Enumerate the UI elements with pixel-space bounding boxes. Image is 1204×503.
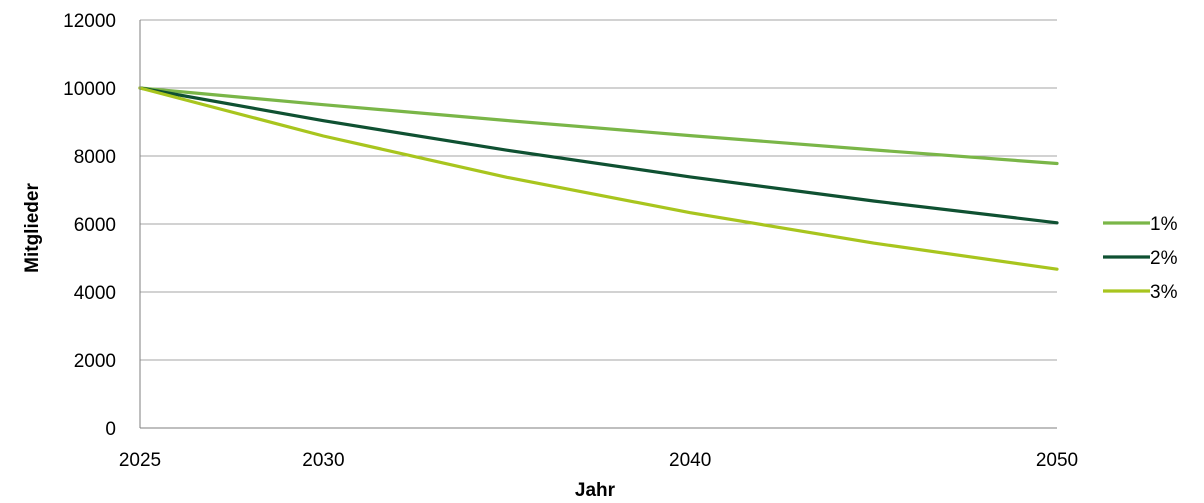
gridlines (140, 19, 1057, 361)
x-tick-labels: 2025 2030 2040 2050 (119, 450, 1078, 471)
y-tick-label: 4000 (74, 283, 116, 304)
x-tick-label: 2050 (1036, 450, 1078, 471)
series-line (138, 86, 1059, 166)
legend-label: 2% (1150, 248, 1178, 269)
y-tick-label: 6000 (74, 215, 116, 236)
legend-item: 1% (1103, 214, 1178, 235)
series-line (138, 86, 1059, 271)
y-tick-label: 10000 (63, 79, 116, 100)
series-lines (138, 86, 1059, 271)
series-line (138, 86, 1059, 225)
y-tick-label: 8000 (74, 147, 116, 168)
y-tick-label: 0 (105, 419, 116, 440)
y-tick-labels: 0 2000 4000 6000 8000 10000 12000 (63, 11, 116, 440)
y-tick-label: 12000 (63, 11, 116, 32)
x-tick-label: 2025 (119, 450, 161, 471)
y-axis-title: Mitglieder (22, 183, 43, 273)
legend-item: 2% (1103, 248, 1178, 269)
legend-label: 1% (1150, 214, 1178, 235)
x-tick-label: 2030 (302, 450, 344, 471)
axes (139, 20, 1057, 429)
legend-item: 3% (1103, 282, 1178, 303)
x-axis-title: Jahr (575, 480, 616, 501)
y-tick-label: 2000 (74, 351, 116, 372)
legend: 1% 2% 3% (1103, 214, 1178, 303)
legend-label: 3% (1150, 282, 1178, 303)
x-tick-label: 2040 (669, 450, 711, 471)
